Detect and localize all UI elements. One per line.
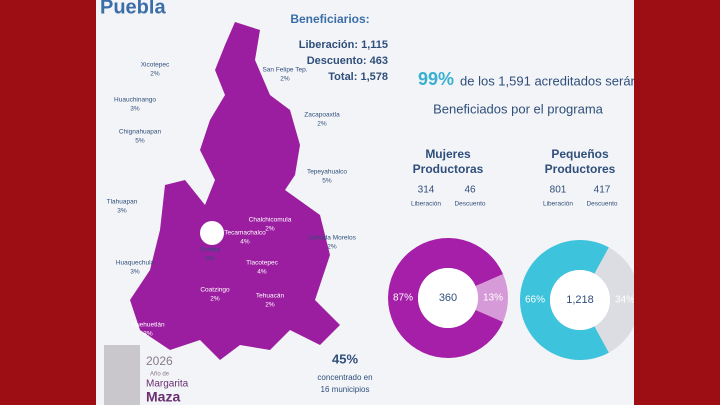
concentration-text: 16 municipios (321, 385, 370, 394)
beneficiaries-line: Descuento: 463 (307, 55, 388, 67)
municipality-percent: 5% (322, 178, 332, 185)
municipality-name: Huehuetlán (131, 322, 165, 329)
municipality-percent: 2% (265, 302, 275, 309)
concentration-percent: 45% (332, 351, 358, 366)
beneficiaries-heading: Beneficiarios: (290, 12, 369, 26)
donut-segment (475, 274, 508, 322)
stat-label: Liberación (543, 201, 573, 208)
donut-center: 360 (439, 292, 457, 304)
logo-portrait (104, 345, 140, 405)
municipality-percent: 3% (117, 208, 127, 215)
logo-text: Maza (146, 389, 180, 405)
municipality-name: Tlahuapan (107, 199, 138, 206)
municipality-name: Chignahuapan (119, 129, 162, 136)
municipality-name: Huauchinango (114, 97, 156, 104)
map-puebla (130, 22, 340, 360)
beneficiaries-line: Total: 1,578 (328, 71, 388, 83)
segment-label: 13% (483, 293, 503, 304)
segment-label: 34% (615, 295, 635, 306)
segment-label: 66% (525, 295, 545, 306)
donut-title: Productores (545, 162, 616, 176)
municipality-percent: 5% (135, 138, 145, 145)
municipality-percent: 2% (317, 121, 327, 128)
municipality-name: Tepeyahualco (307, 169, 347, 176)
municipality-name: Huaquechula (116, 260, 155, 267)
donut-hole (418, 268, 478, 328)
municipality-name: Cañada Morelos (308, 235, 356, 242)
map-city-marker (200, 221, 224, 245)
side-right (634, 0, 720, 405)
beneficiaries-line: Liberación: 1,115 (299, 39, 388, 51)
municipality-percent: 3% (205, 256, 215, 263)
stat-label: Descuento (586, 201, 617, 208)
logo-text: Margarita (146, 379, 189, 390)
donut-segment (388, 238, 504, 358)
municipality-name: Puebla (200, 247, 221, 254)
headline-text: Beneficiados por el programa (433, 101, 604, 116)
donut-segment (520, 239, 609, 360)
headline-percent: 99% (418, 69, 454, 89)
donut-title: Mujeres (425, 147, 471, 161)
stat-label: Liberación (411, 201, 441, 208)
segment-label: 87% (393, 293, 413, 304)
donut-title: Productoras (413, 162, 484, 176)
stat-value: 417 (594, 185, 611, 196)
municipality-percent: 2% (265, 226, 275, 233)
side-left (0, 0, 96, 405)
municipality-name: Zacapoaxtla (304, 112, 340, 119)
municipality-percent: 4% (257, 269, 267, 276)
municipality-percent: 2% (150, 71, 160, 78)
municipality-name: Xicotepec (141, 62, 170, 69)
municipality-percent: 2% (327, 244, 337, 251)
municipality-percent: 3% (143, 331, 153, 338)
municipality-name: Tecamachalco (224, 230, 266, 237)
stat-value: 801 (550, 185, 567, 196)
stat-value: 314 (418, 185, 435, 196)
municipality-name: Chalchicomula (249, 217, 292, 224)
municipality-name: San Felipe Tep. (262, 67, 307, 74)
stat-value: 46 (464, 185, 476, 196)
municipality-name: Tlacotepec (246, 260, 279, 267)
municipality-percent: 3% (130, 106, 140, 113)
municipality-percent: 3% (130, 269, 140, 276)
logo-text: Año de (150, 372, 170, 378)
slide-title: Puebla (100, 0, 166, 18)
donut-center: 1,218 (566, 294, 594, 306)
stat-label: Descuento (454, 201, 485, 208)
municipality-name: Tehuacán (256, 293, 285, 300)
concentration-text: concentrado en (317, 373, 372, 382)
municipality-percent: 2% (210, 296, 220, 303)
logo-year: 2026 (146, 354, 173, 368)
donut-segment (594, 247, 640, 353)
municipality-percent: 4% (240, 239, 250, 246)
donut-hole (550, 270, 610, 330)
headline-text: de los 1,591 acreditados serán (460, 73, 638, 88)
donut-title: Pequeños (551, 147, 609, 161)
municipality-percent: 2% (280, 76, 290, 83)
municipality-name: Coatzingo (200, 287, 230, 294)
